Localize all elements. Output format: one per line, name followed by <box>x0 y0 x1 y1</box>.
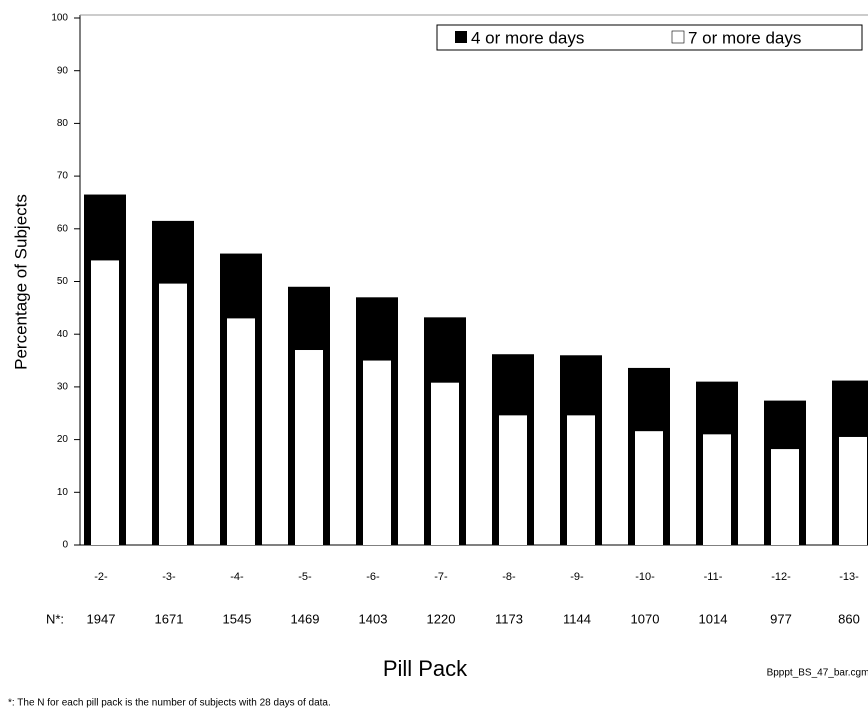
x-tick-label: -12- <box>771 571 791 583</box>
x-tick-label: -7- <box>434 571 448 583</box>
bar <box>227 318 255 545</box>
bar <box>159 283 187 545</box>
x-tick-label: -9- <box>570 571 584 583</box>
x-tick-label: -13- <box>839 571 859 583</box>
n-value: 1469 <box>291 611 320 626</box>
bar <box>771 449 799 545</box>
bar <box>703 434 731 545</box>
x-tick-label: -8- <box>502 571 516 583</box>
legend-label: 4 or more days <box>471 28 584 47</box>
n-value: 1671 <box>155 611 184 626</box>
legend-label: 7 or more days <box>688 28 801 47</box>
n-value: 1144 <box>563 611 591 626</box>
footnote: *: The N for each pill pack is the numbe… <box>8 698 331 709</box>
n-value: 1014 <box>699 611 728 626</box>
y-tick-label: 100 <box>51 13 68 24</box>
x-tick-label: -6- <box>366 571 380 583</box>
y-tick-label: 10 <box>57 487 69 498</box>
bar <box>499 415 527 545</box>
y-tick-label: 50 <box>57 276 69 287</box>
legend-swatch <box>671 30 685 44</box>
bar <box>431 382 459 545</box>
x-tick-label: -10- <box>635 571 655 583</box>
n-value: 1220 <box>427 611 456 626</box>
n-value: 1545 <box>223 611 252 626</box>
y-axis-label: Percentage of Subjects <box>11 194 30 370</box>
bar <box>295 350 323 545</box>
y-tick-label: 90 <box>57 65 69 76</box>
legend <box>436 24 863 51</box>
x-tick-label: -2- <box>94 571 108 583</box>
source-file: Bpppt_BS_47_bar.cgm <box>767 668 868 679</box>
bar <box>567 415 595 545</box>
y-tick-label: 20 <box>57 434 69 445</box>
n-label: N*: <box>46 611 64 626</box>
bar <box>91 260 119 545</box>
x-tick-label: -11- <box>704 571 723 583</box>
x-tick-label: -5- <box>298 571 312 583</box>
y-tick-label: 30 <box>57 382 69 393</box>
y-tick-label: 80 <box>57 118 69 129</box>
bar <box>635 431 663 545</box>
y-tick-label: 60 <box>57 223 69 234</box>
n-value: 1403 <box>359 611 388 626</box>
y-tick-label: 70 <box>57 171 69 182</box>
n-value: 1173 <box>495 611 523 626</box>
n-value: 1947 <box>87 611 116 626</box>
y-tick-label: 40 <box>57 329 69 340</box>
n-value: 860 <box>838 611 860 626</box>
bar <box>363 360 391 545</box>
n-value: 977 <box>770 611 792 626</box>
x-tick-label: -4- <box>230 571 244 583</box>
legend-swatch <box>455 31 467 43</box>
x-tick-label: -3- <box>162 571 176 583</box>
n-value: 1070 <box>631 611 660 626</box>
bar <box>839 436 867 545</box>
x-axis-label: Pill Pack <box>383 656 468 681</box>
y-tick-label: 0 <box>62 540 68 551</box>
